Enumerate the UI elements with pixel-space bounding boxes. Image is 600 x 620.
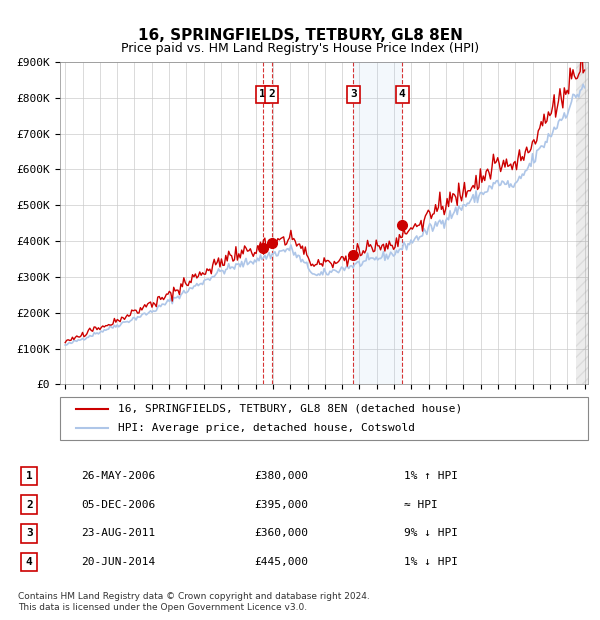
Text: 05-DEC-2006: 05-DEC-2006 xyxy=(81,500,155,510)
Text: £380,000: £380,000 xyxy=(254,471,308,481)
Text: £395,000: £395,000 xyxy=(254,500,308,510)
Text: 16, SPRINGFIELDS, TETBURY, GL8 8EN: 16, SPRINGFIELDS, TETBURY, GL8 8EN xyxy=(137,28,463,43)
Bar xyxy=(576,62,588,384)
Bar xyxy=(576,62,588,384)
Text: 4: 4 xyxy=(399,89,406,99)
Text: 2: 2 xyxy=(268,89,275,99)
Text: 3: 3 xyxy=(26,528,32,538)
Text: HPI: Average price, detached house, Cotswold: HPI: Average price, detached house, Cots… xyxy=(118,423,415,433)
Text: Price paid vs. HM Land Registry's House Price Index (HPI): Price paid vs. HM Land Registry's House … xyxy=(121,42,479,55)
Text: £360,000: £360,000 xyxy=(254,528,308,538)
Text: 3: 3 xyxy=(350,89,356,99)
Text: 16, SPRINGFIELDS, TETBURY, GL8 8EN (detached house): 16, SPRINGFIELDS, TETBURY, GL8 8EN (deta… xyxy=(118,404,463,414)
Text: 20-JUN-2014: 20-JUN-2014 xyxy=(81,557,155,567)
Text: 1: 1 xyxy=(26,471,32,481)
Text: ≈ HPI: ≈ HPI xyxy=(404,500,437,510)
Text: 23-AUG-2011: 23-AUG-2011 xyxy=(81,528,155,538)
Text: 2: 2 xyxy=(26,500,32,510)
Text: 1% ↑ HPI: 1% ↑ HPI xyxy=(404,471,458,481)
Text: 1: 1 xyxy=(259,89,266,99)
Text: 9% ↓ HPI: 9% ↓ HPI xyxy=(404,528,458,538)
Text: £445,000: £445,000 xyxy=(254,557,308,567)
Text: Contains HM Land Registry data © Crown copyright and database right 2024.
This d: Contains HM Land Registry data © Crown c… xyxy=(18,592,370,611)
Text: 1% ↓ HPI: 1% ↓ HPI xyxy=(404,557,458,567)
Bar xyxy=(353,62,402,384)
FancyBboxPatch shape xyxy=(60,397,588,440)
Text: 26-MAY-2006: 26-MAY-2006 xyxy=(81,471,155,481)
Text: 4: 4 xyxy=(26,557,32,567)
